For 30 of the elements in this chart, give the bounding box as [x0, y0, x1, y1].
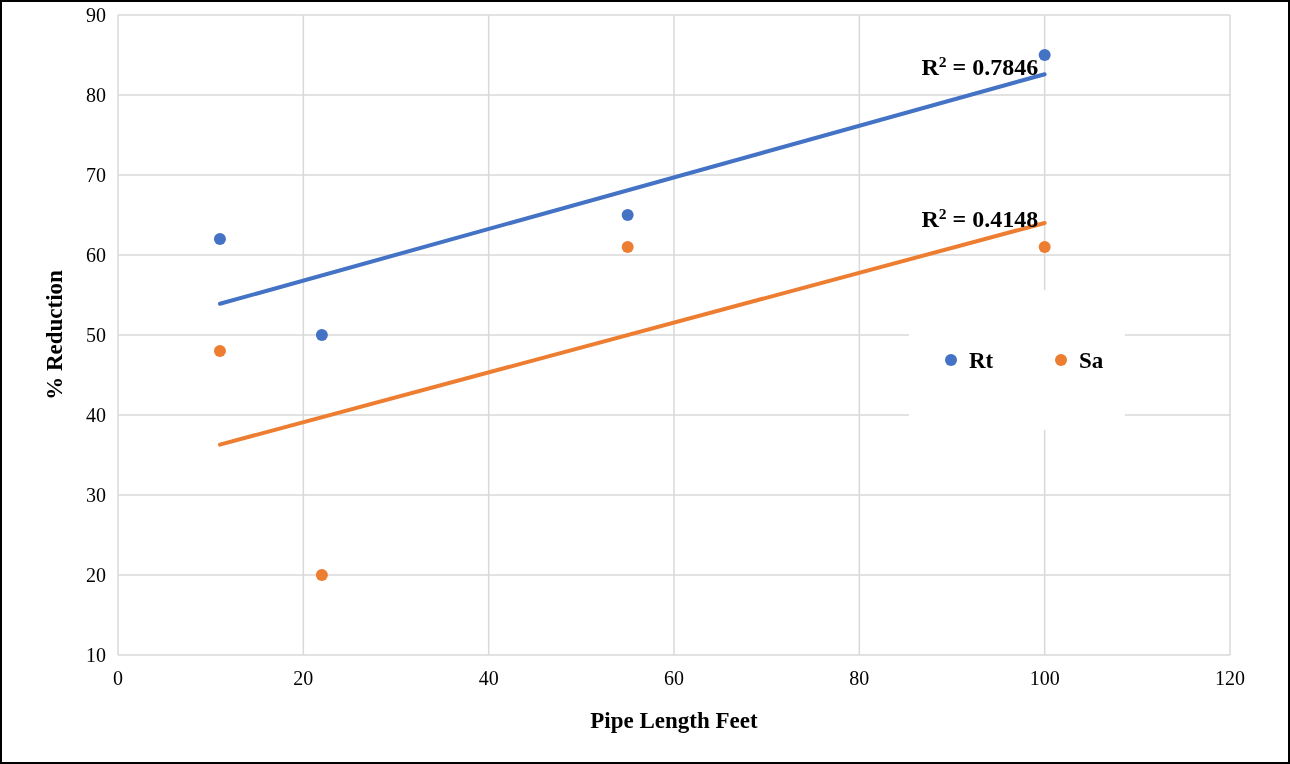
point — [315, 569, 328, 581]
x-tick-label: 80 — [849, 667, 870, 689]
annotation: R$^{2}$ = 0.7846 — [921, 52, 1039, 80]
legend-label: Rt — [969, 348, 994, 373]
x-tick-label: 60 — [664, 667, 684, 689]
point — [213, 345, 226, 357]
annotation: R$^{2}$ = 0.4148 — [921, 204, 1039, 232]
x-axis-title: Pipe Length Feet — [590, 708, 759, 733]
x-tick-label: 120 — [1215, 667, 1245, 689]
y-tick-label: 90 — [86, 4, 106, 26]
y-tick-label: 30 — [86, 484, 106, 506]
y-tick-label: 50 — [86, 324, 106, 346]
legend-label: Sa — [1079, 348, 1104, 373]
point — [315, 329, 328, 341]
y-tick-label: 80 — [86, 84, 106, 106]
y-axis-title: % Reduction — [42, 269, 67, 400]
y-tick-label: 70 — [86, 164, 106, 186]
x-tick-label: 0 — [113, 667, 123, 689]
x-tick-label: 100 — [1029, 667, 1060, 689]
point — [621, 241, 634, 253]
y-tick-label: 20 — [86, 564, 106, 586]
point — [213, 233, 226, 245]
point — [621, 209, 634, 221]
x-tick-label: 40 — [478, 667, 499, 689]
point — [1038, 241, 1051, 253]
y-tick-label: 60 — [86, 244, 106, 266]
point — [1038, 49, 1051, 61]
x-tick-label: 20 — [293, 667, 314, 689]
y-tick-label: 10 — [86, 644, 106, 666]
y-tick-label: 40 — [86, 404, 106, 426]
